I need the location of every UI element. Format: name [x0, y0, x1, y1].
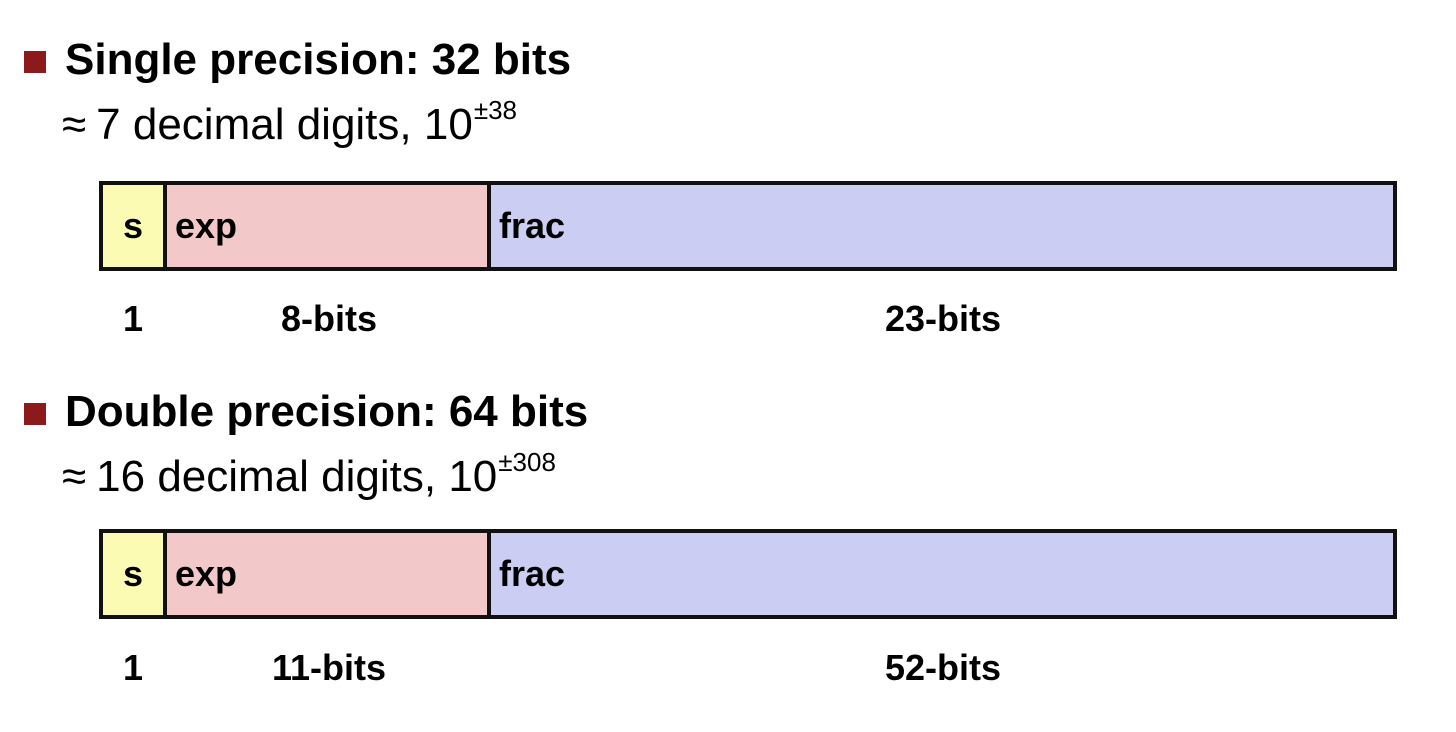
- double-digits-text: 16 decimal digits, 10: [96, 452, 498, 501]
- single-frac-bit-count: 23-bits: [884, 298, 1002, 339]
- single-digits-text: 7 decimal digits, 10: [96, 100, 473, 149]
- single-precision-bit-layout: s exp frac: [99, 181, 1397, 271]
- double-exp-bit-count: 11-bits: [271, 647, 387, 688]
- sign-field: s: [103, 533, 167, 615]
- approx-symbol: ≈: [62, 452, 87, 501]
- single-sign-bit-count: 1: [122, 298, 144, 339]
- double-sign-bit-count: 1: [122, 647, 144, 688]
- single-exp-bit-count: 8-bits: [280, 298, 378, 339]
- frac-field: frac: [491, 533, 1393, 615]
- double-exponent-superscript: ±308: [498, 447, 556, 477]
- single-exponent-superscript: ±38: [473, 95, 518, 125]
- sign-field-label: s: [122, 205, 144, 246]
- bullet-square-icon: [24, 51, 46, 73]
- double-frac-bit-count: 52-bits: [884, 647, 1002, 688]
- frac-field: frac: [491, 185, 1393, 267]
- exp-field: exp: [167, 185, 491, 267]
- double-precision-bit-layout: s exp frac: [99, 529, 1397, 619]
- frac-field-label: frac: [499, 553, 566, 594]
- exp-field: exp: [167, 533, 491, 615]
- exp-field-label: exp: [175, 205, 238, 246]
- frac-field-label: frac: [499, 205, 566, 246]
- sign-field-label: s: [122, 553, 144, 594]
- sign-field: s: [103, 185, 167, 267]
- single-precision-heading: Single precision: 32 bits: [65, 35, 572, 84]
- approx-symbol: ≈: [62, 100, 87, 149]
- single-precision-range: ≈7 decimal digits, 10±38: [62, 97, 517, 149]
- double-precision-heading: Double precision: 64 bits: [65, 387, 589, 436]
- exp-field-label: exp: [175, 553, 238, 594]
- bullet-square-icon: [24, 403, 46, 425]
- double-precision-range: ≈16 decimal digits, 10±308: [62, 449, 556, 501]
